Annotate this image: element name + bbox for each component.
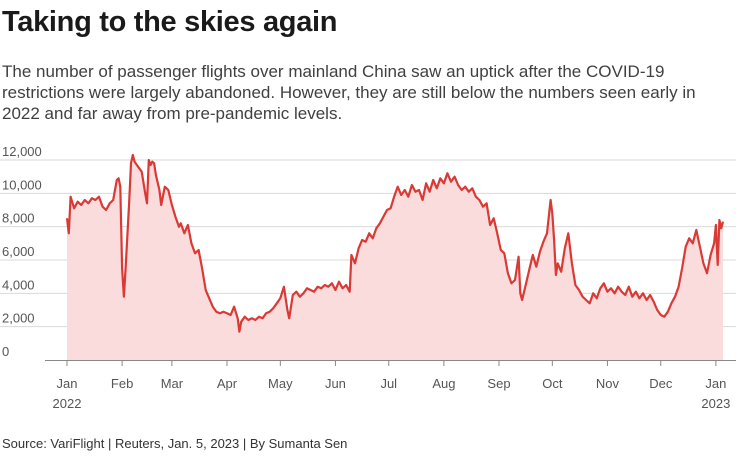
y-tick-label: 0: [2, 344, 9, 359]
x-tick-label: Apr: [217, 376, 238, 391]
x-tick-label: Feb: [111, 376, 133, 391]
x-tick-label: Nov: [596, 376, 620, 391]
x-tick-label: Oct: [542, 376, 563, 391]
x-tick-label: Dec: [649, 376, 673, 391]
x-tick-label: Jun: [325, 376, 346, 391]
y-tick-label: 4,000: [2, 277, 35, 292]
x-tick-label: Jul: [380, 376, 397, 391]
y-tick-label: 8,000: [2, 211, 35, 226]
source-note: Source: VariFlight | Reuters, Jan. 5, 20…: [2, 436, 348, 451]
y-tick-label: 6,000: [2, 244, 35, 259]
series-line: [65, 153, 725, 333]
series-area: [67, 155, 723, 360]
x-tick-label: Mar: [161, 376, 184, 391]
x-tick-label: Jan: [705, 376, 726, 391]
y-tick-label: 12,000: [2, 144, 42, 159]
y-tick-label: 2,000: [2, 311, 35, 326]
x-tick-year-label: 2023: [701, 396, 730, 411]
y-axis-ticks: 0 2,000 4,000 6,000 8,000 10,000 12,000: [2, 144, 42, 359]
y-tick-label: 10,000: [2, 177, 42, 192]
chart-subtitle: The number of passenger flights over mai…: [2, 62, 696, 123]
x-tick-label: May: [268, 376, 293, 391]
x-tick-label: Sep: [487, 376, 510, 391]
chart-title: Taking to the skies again: [2, 6, 338, 38]
x-tick-label: Aug: [432, 376, 455, 391]
x-tick-year-label: 2022: [53, 396, 82, 411]
x-tick-label: Jan: [57, 376, 78, 391]
x-axis: Jan 2022 Feb Mar Apr May Jun Jul Aug Sep Oct Nov Dec…: [45, 360, 736, 411]
